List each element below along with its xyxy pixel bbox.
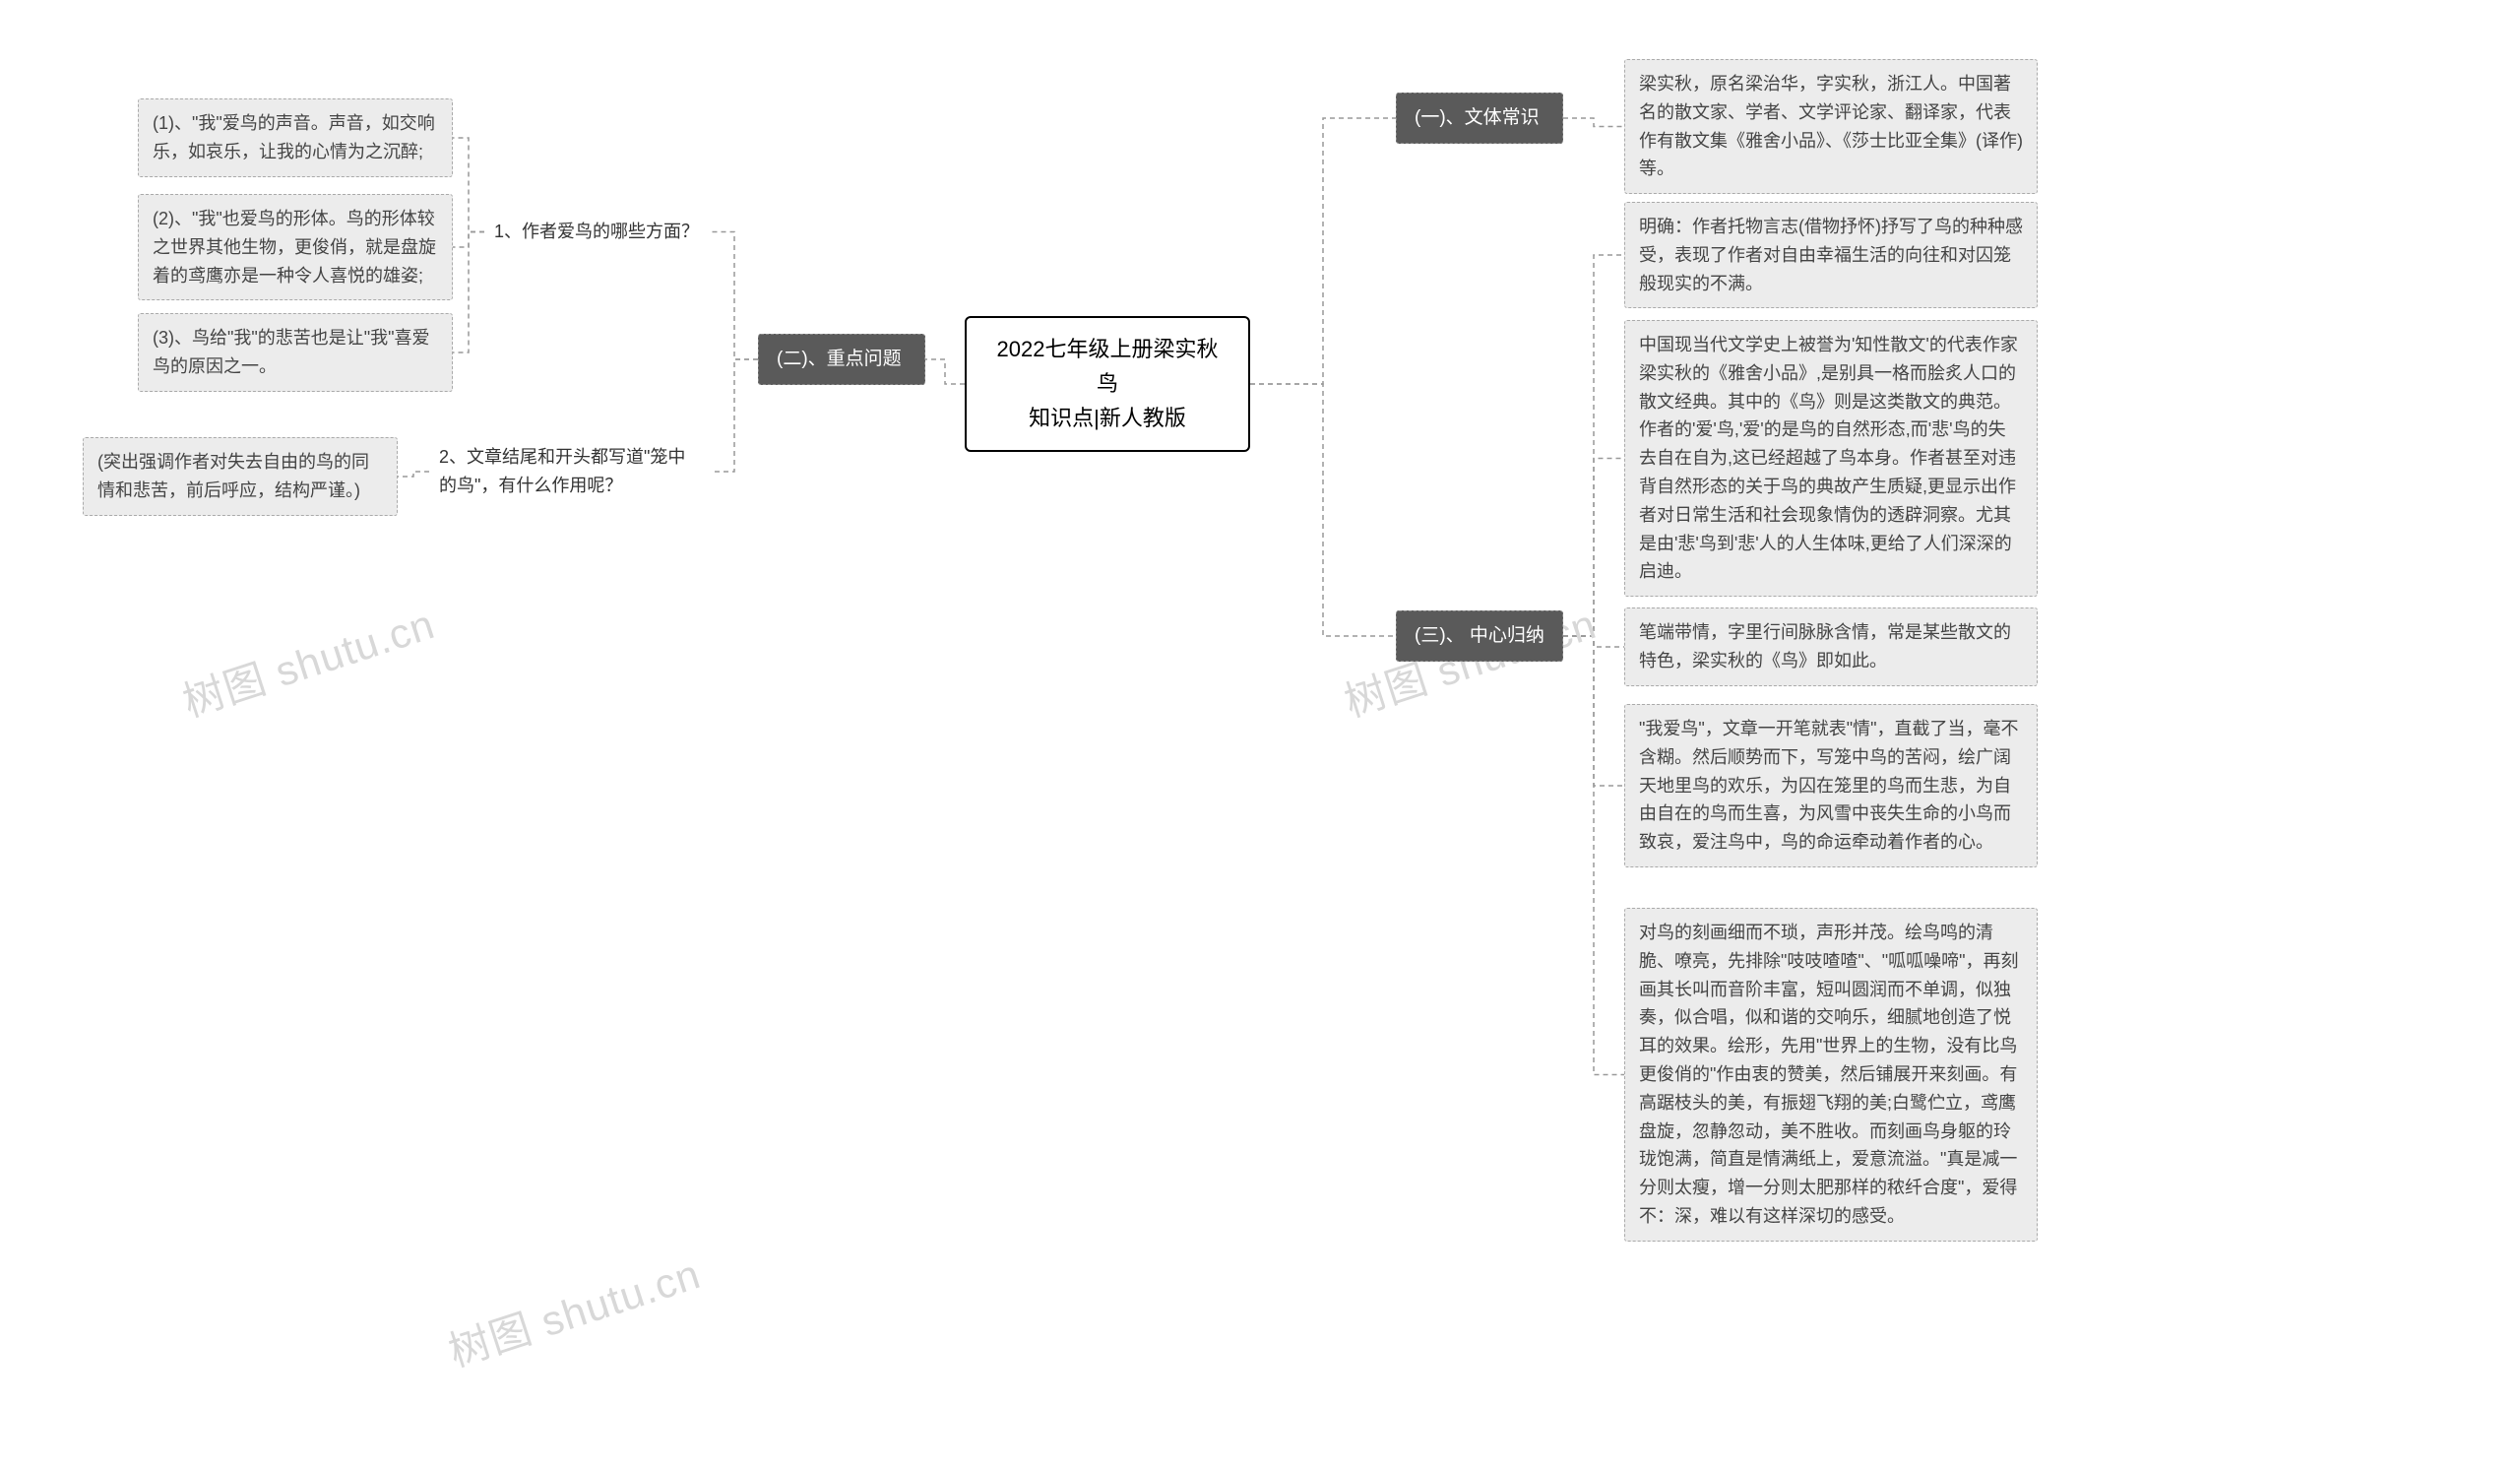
summary-2[interactable]: 中国现当代文学史上被誉为'知性散文'的代表作家梁实秋的《雅舍小品》,是别具一格而… (1624, 320, 2038, 597)
question-1[interactable]: 1、作者爱鸟的哪些方面？ (484, 212, 711, 252)
watermark-1: 树图 shutu.cn (174, 591, 441, 729)
leaf-author-bio[interactable]: 梁实秋，原名梁治华，字实秋，浙江人。中国著名的散文家、学者、文学评论家、翻译家，… (1624, 59, 2038, 194)
summary-1[interactable]: 明确：作者托物言志(借物抒怀)抒写了鸟的种种感受，表现了作者对自由幸福生活的向往… (1624, 202, 2038, 308)
watermark-3: 树图 shutu.cn (440, 1241, 707, 1378)
answer-2-1[interactable]: (突出强调作者对失去自由的鸟的同情和悲苦，前后呼应，结构严谨。) (83, 437, 398, 516)
summary-5[interactable]: 对鸟的刻画细而不琐，声形并茂。绘鸟鸣的清脆、嘹亮，先排除"吱吱喳喳"、"呱呱噪啼… (1624, 908, 2038, 1242)
answer-1-3[interactable]: (3)、鸟给"我"的悲苦也是让"我"喜爱鸟的原因之一。 (138, 313, 453, 392)
answer-1-1[interactable]: (1)、"我"爱鸟的声音。声音，如交响乐，如哀乐，让我的心情为之沉醉; (138, 98, 453, 177)
answer-1-2[interactable]: (2)、"我"也爱鸟的形体。鸟的形体较之世界其他生物，更俊俏，就是盘旋着的鸢鹰亦… (138, 194, 453, 300)
center-node[interactable]: 2022七年级上册梁实秋鸟知识点|新人教版 (965, 316, 1250, 452)
question-2[interactable]: 2、文章结尾和开头都写道"笼中的鸟"，有什么作用呢？ (429, 437, 711, 506)
summary-3[interactable]: 笔端带情，字里行间脉脉含情，常是某些散文的特色，梁实秋的《鸟》即如此。 (1624, 607, 2038, 686)
summary-4[interactable]: "我爱鸟"，文章一开笔就表"情"，直截了当，毫不含糊。然后顺势而下，写笼中鸟的苦… (1624, 704, 2038, 867)
branch-key-questions[interactable]: (二)、重点问题 (758, 334, 925, 385)
branch-central-summary[interactable]: (三)、 中心归纳 (1396, 610, 1563, 662)
branch-literary-knowledge[interactable]: (一)、文体常识 (1396, 93, 1563, 144)
